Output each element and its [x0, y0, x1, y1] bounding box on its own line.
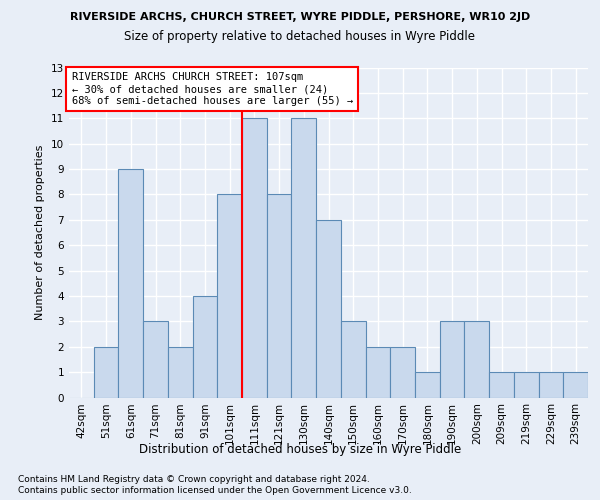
- Bar: [415, 372, 440, 398]
- Y-axis label: Number of detached properties: Number of detached properties: [35, 145, 46, 320]
- Bar: [94, 346, 118, 398]
- Bar: [316, 220, 341, 398]
- Bar: [292, 118, 316, 398]
- Bar: [563, 372, 588, 398]
- Text: RIVERSIDE ARCHS CHURCH STREET: 107sqm
← 30% of detached houses are smaller (24)
: RIVERSIDE ARCHS CHURCH STREET: 107sqm ← …: [71, 72, 353, 106]
- Bar: [193, 296, 217, 398]
- Bar: [539, 372, 563, 398]
- Bar: [143, 322, 168, 398]
- Bar: [217, 194, 242, 398]
- Bar: [489, 372, 514, 398]
- Bar: [168, 346, 193, 398]
- Text: Distribution of detached houses by size in Wyre Piddle: Distribution of detached houses by size …: [139, 442, 461, 456]
- Bar: [440, 322, 464, 398]
- Bar: [341, 322, 365, 398]
- Text: Size of property relative to detached houses in Wyre Piddle: Size of property relative to detached ho…: [125, 30, 476, 43]
- Bar: [267, 194, 292, 398]
- Bar: [118, 169, 143, 398]
- Bar: [514, 372, 539, 398]
- Bar: [390, 346, 415, 398]
- Bar: [464, 322, 489, 398]
- Bar: [242, 118, 267, 398]
- Text: Contains HM Land Registry data © Crown copyright and database right 2024.: Contains HM Land Registry data © Crown c…: [18, 475, 370, 484]
- Bar: [365, 346, 390, 398]
- Text: RIVERSIDE ARCHS, CHURCH STREET, WYRE PIDDLE, PERSHORE, WR10 2JD: RIVERSIDE ARCHS, CHURCH STREET, WYRE PID…: [70, 12, 530, 22]
- Text: Contains public sector information licensed under the Open Government Licence v3: Contains public sector information licen…: [18, 486, 412, 495]
